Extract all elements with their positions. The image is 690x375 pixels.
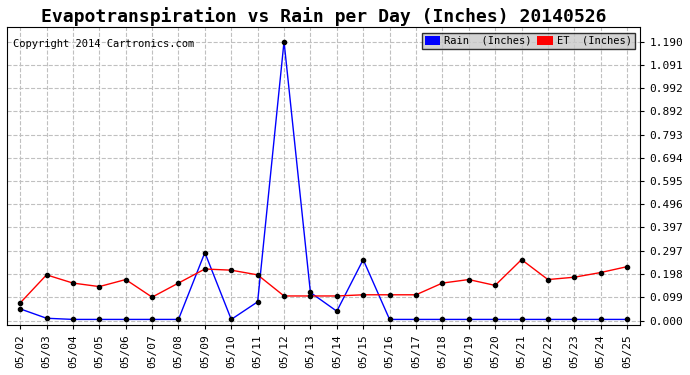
- Title: Evapotranspiration vs Rain per Day (Inches) 20140526: Evapotranspiration vs Rain per Day (Inch…: [41, 7, 607, 26]
- Legend: Rain  (Inches), ET  (Inches): Rain (Inches), ET (Inches): [422, 33, 635, 49]
- Text: Copyright 2014 Cartronics.com: Copyright 2014 Cartronics.com: [13, 39, 195, 50]
